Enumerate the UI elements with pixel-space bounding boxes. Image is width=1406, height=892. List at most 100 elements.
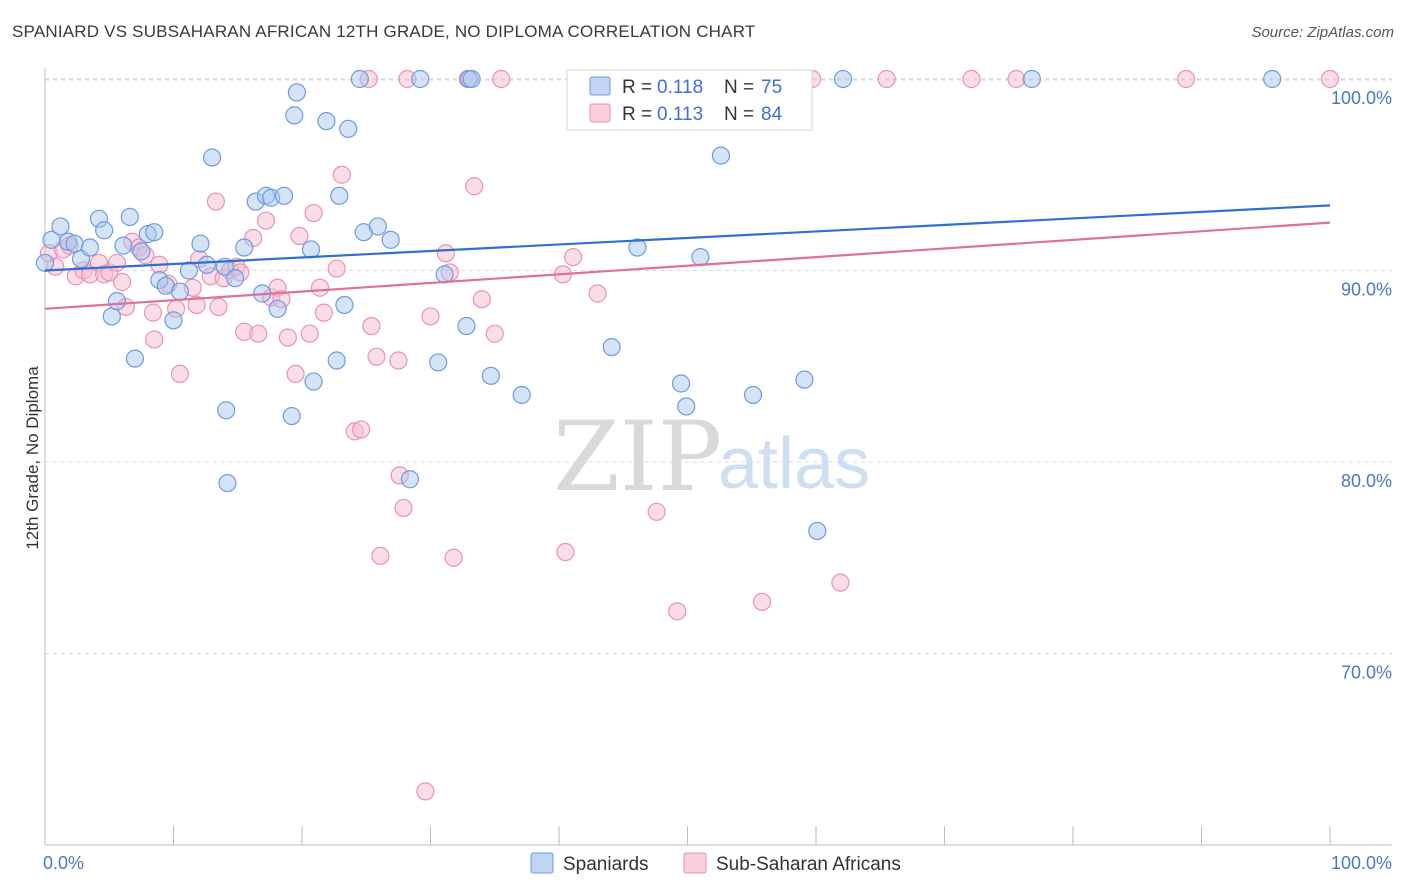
point-spaniards	[327, 351, 346, 370]
point-spaniards	[102, 307, 121, 326]
legend-n-value-sub-saharan: 84	[761, 104, 783, 125]
point-sub-saharan	[371, 546, 390, 565]
point-sub-saharan	[286, 364, 305, 384]
legend-r-label-sub-saharan: R =	[622, 104, 652, 125]
trend-lines	[44, 204, 1331, 310]
point-sub-saharan	[1320, 69, 1340, 89]
point-spaniards	[95, 221, 114, 240]
point-spaniards	[268, 299, 287, 318]
y-axis-title: 12th Grade, No Diploma	[23, 366, 42, 550]
point-spaniards	[107, 292, 127, 311]
x-tick-labels: 0.0% 100.0%	[43, 853, 1392, 873]
point-sub-saharan	[492, 69, 511, 89]
point-spaniards	[120, 207, 139, 226]
point-spaniards	[743, 385, 763, 405]
point-spaniards	[235, 238, 254, 257]
bottom-legend-swatch-sub-saharan	[683, 852, 707, 874]
point-sub-saharan	[362, 316, 381, 336]
point-spaniards	[179, 261, 199, 280]
y-tick-label: 90.0%	[1341, 280, 1392, 300]
point-spaniards	[164, 311, 183, 330]
point-sub-saharan	[485, 324, 504, 343]
bottom-legend-swatch-spaniards	[530, 852, 554, 874]
point-spaniards	[368, 217, 387, 236]
point-sub-saharan	[394, 498, 413, 518]
point-spaniards	[304, 372, 323, 391]
point-sub-saharan	[249, 324, 268, 343]
chart-title: SPANIARD VS SUBSAHARAN AFRICAN 12TH GRAD…	[12, 22, 756, 41]
point-spaniards	[429, 353, 448, 372]
point-spaniards	[51, 217, 70, 236]
source-credit: Source: ZipAtlas.com	[1251, 24, 1394, 41]
point-sub-saharan	[314, 303, 333, 322]
point-sub-saharan	[112, 272, 132, 292]
point-spaniards	[1263, 69, 1282, 89]
point-sub-saharan	[962, 69, 981, 89]
point-sub-saharan	[290, 226, 309, 246]
trend-line-sub-saharan	[44, 221, 1331, 310]
point-spaniards	[65, 234, 84, 253]
point-sub-saharan	[187, 295, 206, 315]
point-sub-saharan	[588, 284, 607, 303]
point-spaniards	[197, 255, 217, 274]
point-spaniards	[132, 242, 151, 261]
y-tick-label: 70.0%	[1341, 663, 1392, 683]
point-sub-saharan	[310, 278, 330, 297]
y-tick-label: 80.0%	[1341, 471, 1392, 491]
point-spaniards	[285, 106, 304, 125]
point-spaniards	[1022, 69, 1041, 89]
point-sub-saharan	[256, 211, 276, 230]
point-sub-saharan	[107, 253, 127, 272]
point-sub-saharan	[332, 165, 351, 184]
point-spaniards	[191, 234, 210, 253]
point-sub-saharan	[143, 303, 163, 322]
bottom-legend-label-spaniards: Spaniards	[563, 854, 649, 875]
bottom-legend-label-sub-saharan: Sub-Saharan Africans	[716, 854, 901, 875]
y-tick-labels: 70.0% 80.0% 90.0% 100.0%	[1331, 88, 1392, 683]
point-sub-saharan	[465, 177, 484, 196]
point-sub-saharan	[556, 542, 575, 562]
point-sub-saharan	[327, 259, 346, 278]
point-spaniards	[462, 69, 481, 89]
point-sub-saharan	[145, 330, 164, 349]
point-spaniards	[301, 240, 321, 259]
point-sub-saharan	[668, 602, 687, 621]
point-sub-saharan	[416, 782, 435, 801]
point-sub-saharan	[367, 347, 386, 366]
point-sub-saharan	[389, 351, 408, 370]
point-sub-saharan	[752, 592, 772, 611]
point-spaniards	[457, 316, 476, 336]
point-spaniards	[400, 470, 420, 489]
point-sub-saharan	[564, 247, 583, 267]
point-spaniards	[795, 370, 814, 389]
point-sub-saharan	[170, 364, 190, 384]
point-sub-saharan	[1007, 69, 1026, 89]
point-spaniards	[170, 282, 190, 301]
point-sub-saharan	[444, 548, 463, 567]
series-sub-saharan-points	[39, 69, 1340, 801]
point-spaniards	[287, 83, 306, 102]
point-spaniards	[202, 148, 222, 167]
legend-swatch-sub-saharan	[589, 103, 611, 123]
point-spaniards	[226, 269, 245, 288]
point-sub-saharan	[421, 307, 440, 326]
legend-r-value-spaniards: 0.118	[657, 77, 703, 98]
watermark-atlas: atlas	[718, 424, 870, 504]
point-spaniards	[808, 521, 827, 541]
legend-r-label-spaniards: R =	[622, 77, 652, 98]
axes	[44, 68, 1392, 846]
point-spaniards	[218, 473, 237, 493]
point-spaniards	[217, 401, 236, 420]
point-spaniards	[833, 69, 853, 89]
point-sub-saharan	[352, 420, 371, 439]
point-sub-saharan	[304, 203, 323, 223]
point-spaniards	[339, 119, 358, 138]
point-sub-saharan	[278, 328, 297, 347]
point-sub-saharan	[877, 69, 896, 89]
point-spaniards	[330, 186, 349, 205]
watermark-zip: ZIP	[553, 401, 722, 513]
point-sub-saharan	[831, 573, 850, 592]
legend-swatch-spaniards	[589, 76, 611, 96]
legend-n-label-sub-saharan: N =	[724, 104, 754, 125]
point-spaniards	[114, 236, 133, 255]
